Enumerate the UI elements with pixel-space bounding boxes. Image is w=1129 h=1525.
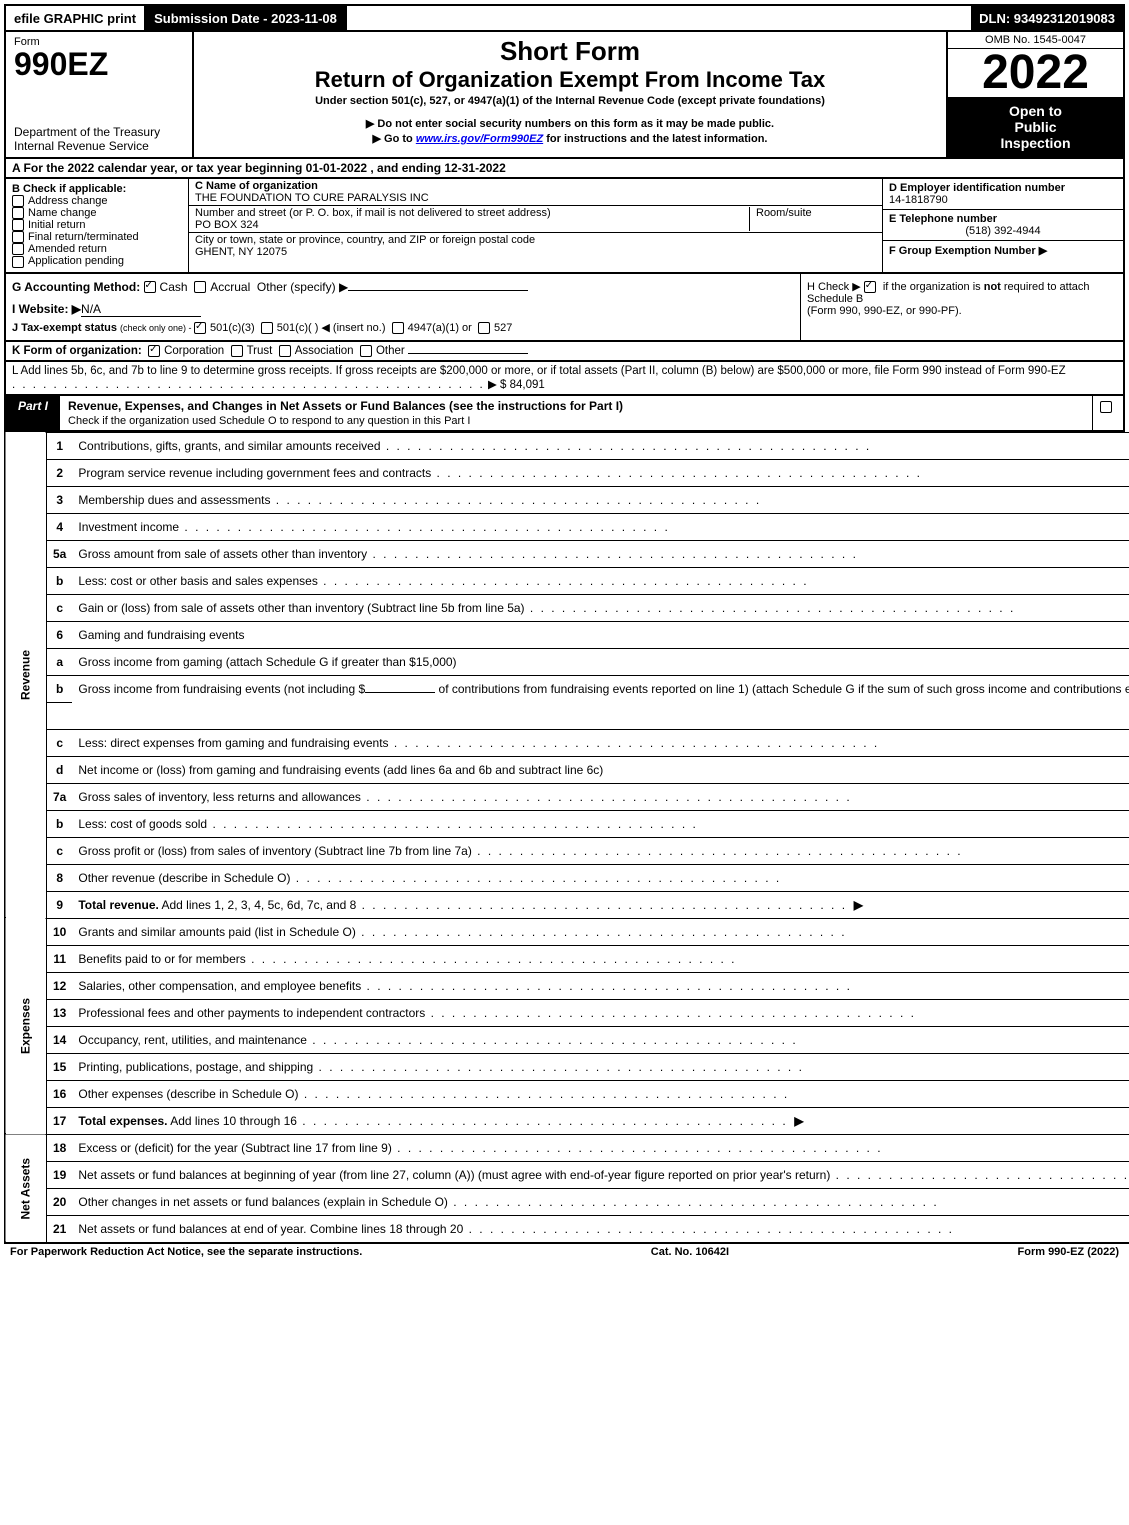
open-public-badge: Open to Public Inspection <box>948 97 1123 157</box>
checkbox-other-org[interactable] <box>360 345 372 357</box>
street-address: PO BOX 324 <box>195 219 749 231</box>
ein: 14-1818790 <box>889 194 1117 206</box>
form-number: 990EZ <box>14 48 184 80</box>
top-bar: efile GRAPHIC print Submission Date - 20… <box>4 4 1125 32</box>
irs-link[interactable]: www.irs.gov/Form990EZ <box>416 133 543 145</box>
row-a-tax-year: A For the 2022 calendar year, or tax yea… <box>4 159 1125 179</box>
expenses-label: Expenses <box>5 918 47 1134</box>
checkbox-501c[interactable] <box>261 322 273 334</box>
gross-receipts-amount: $ 84,091 <box>500 379 545 391</box>
goto-link-line: ▶ Go to www.irs.gov/Form990EZ for instru… <box>202 132 938 145</box>
org-name: THE FOUNDATION TO CURE PARALYSIS INC <box>195 192 876 204</box>
net-assets-label: Net Assets <box>5 1134 47 1243</box>
part-1-header: Part I Revenue, Expenses, and Changes in… <box>4 396 1125 432</box>
checkbox-application-pending[interactable] <box>12 256 24 268</box>
col-d-ids: D Employer identification number 14-1818… <box>882 179 1123 272</box>
city-state-zip: GHENT, NY 12075 <box>195 246 535 258</box>
efile-print[interactable]: efile GRAPHIC print <box>6 6 146 30</box>
website-field: N/A <box>81 302 201 317</box>
page-footer: For Paperwork Reduction Act Notice, see … <box>4 1244 1125 1260</box>
group-exemption: F Group Exemption Number ▶ <box>889 244 1117 257</box>
col-b-checkboxes: B Check if applicable: Address change Na… <box>6 179 189 272</box>
row-l: L Add lines 5b, 6c, and 7b to line 9 to … <box>4 362 1125 396</box>
section-bcdef: B Check if applicable: Address change Na… <box>4 179 1125 274</box>
checkbox-corporation[interactable] <box>148 345 160 357</box>
return-title: Return of Organization Exempt From Incom… <box>202 67 938 93</box>
catalog-number: Cat. No. 10642I <box>651 1246 729 1258</box>
submission-date: Submission Date - 2023-11-08 <box>146 6 347 30</box>
row-k: K Form of organization: Corporation Trus… <box>4 342 1125 362</box>
dept-treasury: Department of the Treasury <box>14 125 184 139</box>
section-ghij: G Accounting Method: Cash Accrual Other … <box>4 274 1125 342</box>
checkbox-501c3[interactable] <box>194 322 206 334</box>
under-section: Under section 501(c), 527, or 4947(a)(1)… <box>202 95 938 107</box>
part-1-table: Revenue 1Contributions, gifts, grants, a… <box>4 432 1129 1244</box>
checkbox-4947[interactable] <box>392 322 404 334</box>
short-form-title: Short Form <box>202 36 938 67</box>
revenue-label: Revenue <box>5 432 47 918</box>
checkbox-address-change[interactable] <box>12 195 24 207</box>
col-c-org-info: C Name of organization THE FOUNDATION TO… <box>189 179 882 272</box>
checkbox-cash[interactable] <box>144 281 156 293</box>
form-header: Form 990EZ Department of the Treasury In… <box>4 32 1125 159</box>
tax-year: 2022 <box>948 49 1123 97</box>
checkbox-schedule-o[interactable] <box>1100 401 1112 413</box>
dept-irs: Internal Revenue Service <box>14 139 184 153</box>
checkbox-name-change[interactable] <box>12 207 24 219</box>
checkbox-schedule-b[interactable] <box>864 281 876 293</box>
telephone: (518) 392-4944 <box>889 225 1117 237</box>
ssn-warning: ▶ Do not enter social security numbers o… <box>202 117 938 130</box>
checkbox-association[interactable] <box>279 345 291 357</box>
dln: DLN: 93492312019083 <box>971 6 1123 30</box>
checkbox-final-return[interactable] <box>12 231 24 243</box>
checkbox-527[interactable] <box>478 322 490 334</box>
checkbox-initial-return[interactable] <box>12 219 24 231</box>
checkbox-trust[interactable] <box>231 345 243 357</box>
checkbox-accrual[interactable] <box>194 281 206 293</box>
checkbox-amended-return[interactable] <box>12 243 24 255</box>
section-h: H Check ▶ if the organization is not req… <box>800 274 1123 340</box>
